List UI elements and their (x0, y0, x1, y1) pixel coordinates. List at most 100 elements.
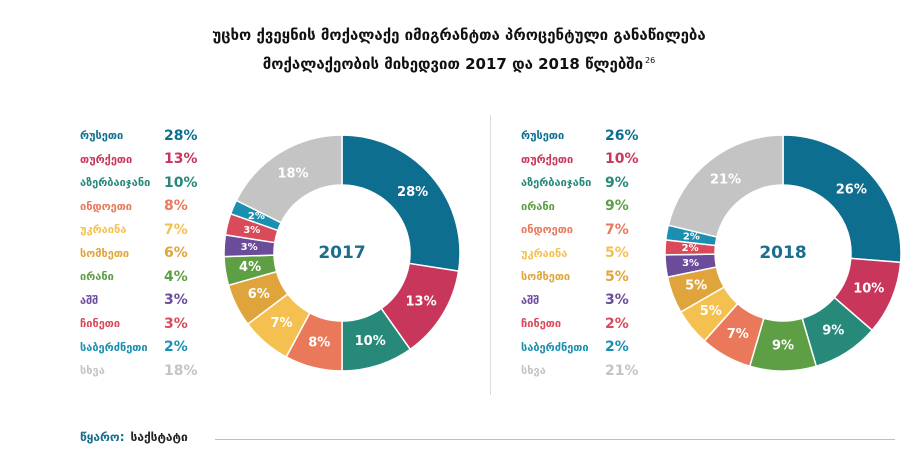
donut-center-label: 2018 (759, 243, 806, 263)
legend-value: 3% (164, 315, 188, 332)
donut-chart-2017: 28% 13% 10% 8% 7%6% 4% 3% 3% 2% 18% 2017 (223, 134, 461, 372)
source-note: წყარო: საქსტატი (80, 430, 188, 444)
legend-item: რუსეთი 28% (80, 124, 198, 148)
slice-label: 2% (248, 211, 265, 222)
slice-label: 2% (683, 231, 700, 242)
legend-item: ინდოეთი 8% (80, 195, 198, 219)
slice-label: 5% (700, 304, 722, 319)
donut-center-label: 2017 (318, 243, 365, 263)
legend-item: უკრაინა 5% (521, 242, 639, 266)
legend-label: თურქეთი (521, 152, 574, 166)
legend-value: 2% (605, 315, 629, 332)
legend-item: სომხეთი 5% (521, 265, 639, 289)
legend-value: 6% (164, 245, 188, 262)
slice-label: 21% (710, 172, 741, 187)
legend-item: საბერძნეთი 2% (521, 336, 639, 360)
legend-item: ჩინეთი 2% (521, 312, 639, 336)
legend-value: 13% (164, 151, 198, 168)
legend-value: 3% (164, 292, 188, 309)
slice-label: 7% (270, 316, 292, 331)
title-line-2: მოქალაქეობის მიხედვით 2017 და 2018 წლებშ… (0, 48, 918, 77)
legend-item: ირანი 9% (521, 195, 639, 219)
legend-item: ინდოეთი 7% (521, 218, 639, 242)
legend-item: ირანი 4% (80, 265, 198, 289)
legend-item: სომხეთი 6% (80, 242, 198, 266)
legend-label: უკრაინა (521, 246, 568, 260)
slice-label: 10% (853, 281, 884, 296)
donut-slice (667, 134, 784, 238)
legend-label: სხვა (521, 364, 546, 378)
legend-label: აზერბაიჯანი (80, 176, 151, 190)
slice-label: 3% (243, 225, 260, 236)
legend-value: 28% (164, 127, 198, 144)
legend-label: სხვა (80, 364, 105, 378)
legend-2017: რუსეთი 28% თურქეთი 13% აზერბაიჯანი 10% ინდოეთი… (80, 124, 198, 383)
title-line-2-text: მოქალაქეობის მიხედვით 2017 და 2018 წლებშ… (262, 55, 644, 73)
slice-label: 5% (685, 279, 707, 294)
legend-label: რუსეთი (80, 129, 124, 143)
legend-label: უკრაინა (80, 223, 127, 237)
title-line-1: უცხო ქვეყნის მოქალაქე იმიგრანტთა პროცენტ… (212, 26, 706, 44)
legend-item: რუსეთი 26% (521, 124, 639, 148)
slice-label: 3% (682, 258, 699, 269)
legend-label: რუსეთი (521, 129, 565, 143)
slice-label: 9% (772, 339, 794, 354)
legend-label: ჩინეთი (80, 317, 121, 331)
donut-chart-2018: 26% 10% 9% 9% 7% 5% 5% 3% 2%2% 21% 2018 (664, 134, 902, 372)
legend-value: 5% (605, 245, 629, 262)
legend-item: აშშ 3% (80, 289, 198, 313)
legend-item: საბერძნეთი 2% (80, 336, 198, 360)
legend-label: ირანი (521, 199, 555, 213)
legend-value: 10% (605, 151, 639, 168)
legend-label: ინდოეთი (521, 223, 573, 237)
legend-value: 5% (605, 268, 629, 285)
donut-slice (782, 134, 902, 264)
source-rule (215, 439, 895, 440)
legend-item: უკრაინა 7% (80, 218, 198, 242)
legend-label: ირანი (80, 270, 114, 284)
slice-label: 13% (406, 294, 437, 309)
legend-label: სომხეთი (80, 246, 130, 260)
donut-slice (341, 134, 461, 272)
legend-label: ინდოეთი (80, 199, 132, 213)
legend-item: სხვა 21% (521, 359, 639, 383)
legend-value: 9% (605, 198, 629, 215)
legend-value: 21% (605, 362, 639, 379)
legend-label: საბერძნეთი (80, 340, 148, 354)
legend-value: 8% (164, 198, 188, 215)
legend-label: თურქეთი (80, 152, 133, 166)
legend-label: აზერბაიჯანი (521, 176, 592, 190)
slice-label: 18% (277, 166, 308, 181)
legend-value: 7% (605, 221, 629, 238)
legend-item: აშშ 3% (521, 289, 639, 313)
legend-item: აზერბაიჯანი 10% (80, 171, 198, 195)
legend-value: 2% (605, 339, 629, 356)
legend-item: თურქეთი 13% (80, 148, 198, 172)
slice-label: 2% (682, 243, 699, 254)
legend-value: 2% (164, 339, 188, 356)
chart-divider (490, 115, 491, 395)
slice-label: 28% (397, 185, 428, 200)
slice-label: 7% (727, 327, 749, 342)
slice-label: 3% (241, 242, 258, 253)
legend-label: აშშ (521, 293, 540, 307)
source-label: წყარო: (80, 430, 125, 444)
slice-label: 6% (248, 287, 270, 302)
legend-item: თურქეთი 10% (521, 148, 639, 172)
legend-label: სომხეთი (521, 270, 571, 284)
legend-value: 7% (164, 221, 188, 238)
slice-label: 26% (836, 182, 867, 197)
title-footnote: 26 (645, 56, 656, 65)
slice-label: 4% (239, 260, 261, 275)
slice-label: 9% (822, 324, 844, 339)
legend-value: 9% (605, 174, 629, 191)
legend-label: ჩინეთი (521, 317, 562, 331)
slice-label: 8% (308, 336, 330, 351)
legend-item: ჩინეთი 3% (80, 312, 198, 336)
legend-item: აზერბაიჯანი 9% (521, 171, 639, 195)
legend-label: აშშ (80, 293, 99, 307)
slice-label: 10% (355, 334, 386, 349)
donut-slice (235, 134, 343, 224)
legend-2018: რუსეთი 26% თურქეთი 10% აზერბაიჯანი 9% ირანი 9% ი… (521, 124, 639, 383)
legend-value: 10% (164, 174, 198, 191)
